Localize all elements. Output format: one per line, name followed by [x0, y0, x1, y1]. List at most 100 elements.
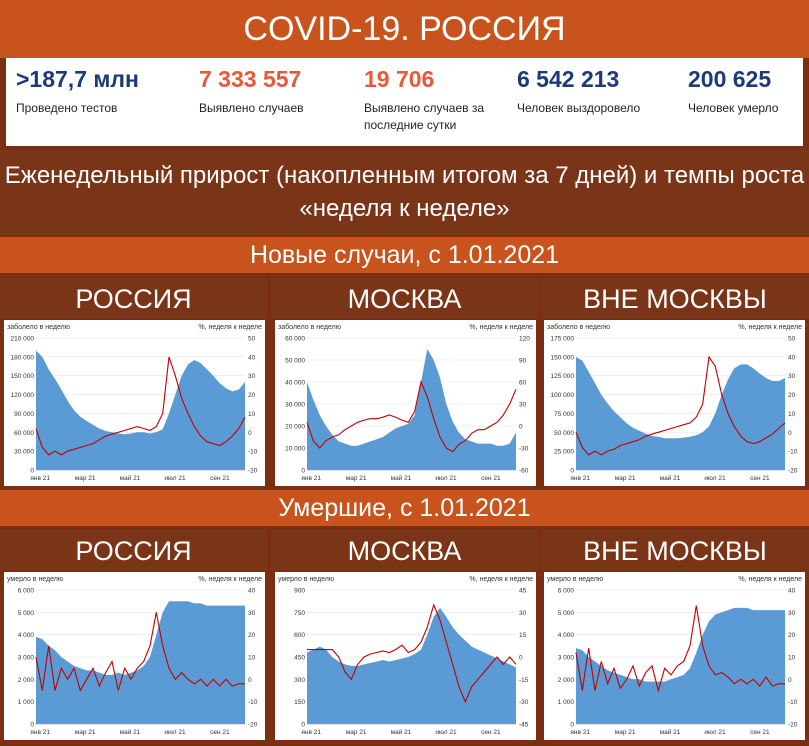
y2-tick-label: 120: [519, 336, 530, 343]
y-tick-label: 180 000: [11, 354, 35, 361]
x-tick-label: сен 21: [750, 729, 770, 736]
x-tick-label: июл 21: [435, 729, 457, 736]
y2-tick-label: 0: [788, 430, 792, 437]
y-tick-label: 6 000: [558, 588, 575, 595]
y2-tick-label: 30: [519, 402, 527, 409]
y-tick-label: 5 000: [558, 610, 575, 617]
y2-tick-label: 0: [248, 430, 252, 437]
x-tick-label: мар 21: [346, 475, 367, 482]
y2-axis-title: %, неделя к неделе: [738, 324, 802, 331]
line-series-growth: [35, 356, 246, 456]
region-title-outside-moscow: ВНЕ МОСКВЫ: [541, 278, 809, 318]
x-tick-label: янв 21: [301, 729, 321, 736]
y-tick-label: 40 000: [285, 380, 305, 387]
y-tick-label: 2 000: [558, 677, 575, 684]
x-tick-label: янв 21: [570, 475, 590, 482]
y-tick-label: 30 000: [14, 449, 34, 456]
stat-label: Выявлено случаев: [199, 101, 304, 115]
x-tick-label: мар 21: [615, 729, 636, 736]
y2-tick-label: -45: [519, 722, 529, 729]
y2-tick-label: 40: [248, 354, 256, 361]
x-tick-label: мар 21: [75, 475, 96, 482]
y2-axis-title: %, неделя к неделе: [198, 324, 262, 331]
region-title-outside-moscow-deaths: ВНЕ МОСКВЫ: [541, 530, 809, 570]
y2-tick-label: 30: [788, 610, 796, 617]
y-axis-title: заболело в неделю: [547, 323, 610, 331]
area-series-weekly: [307, 349, 516, 470]
stat-tests: >187,7 млн Проведено тестов: [16, 66, 139, 117]
x-tick-label: мар 21: [615, 475, 636, 482]
subtitle: Еженедельный прирост (накопленным итогом…: [0, 150, 809, 234]
x-tick-label: июл 21: [164, 475, 186, 482]
chart-deaths-russia: умерло в неделю %, неделя к неделе 0 1 000 2…: [4, 572, 265, 740]
stat-label: Человек умерло: [688, 101, 779, 115]
y-tick-label: 0: [30, 468, 34, 475]
y2-tick-label: -20: [788, 722, 798, 729]
x-tick-label: янв 21: [301, 475, 321, 482]
y2-tick-label: -20: [248, 722, 258, 729]
y2-tick-label: -10: [788, 449, 798, 456]
stat-value: 6 542 213: [517, 66, 620, 92]
y2-tick-label: 10: [788, 411, 796, 418]
x-tick-label: мар 21: [75, 729, 96, 736]
y-tick-label: 150 000: [11, 373, 35, 380]
y-tick-label: 0: [570, 722, 574, 729]
y-tick-label: 75 000: [554, 411, 574, 418]
section-deaths-title: Умершие, с 1.01.2021: [0, 490, 809, 526]
line-series-growth: [575, 355, 786, 456]
y2-tick-label: -10: [248, 449, 258, 456]
y-tick-label: 50 000: [554, 430, 574, 437]
y2-tick-label: 0: [519, 655, 523, 662]
x-tick-label: сен 21: [210, 729, 230, 736]
y-tick-label: 25 000: [554, 449, 574, 456]
y-axis-title: заболело в неделю: [278, 323, 341, 331]
y2-tick-label: 45: [519, 588, 527, 595]
stat-value: >187,7 млн: [16, 66, 139, 92]
x-tick-label: янв 21: [30, 475, 50, 482]
y2-tick-label: -20: [248, 468, 258, 475]
y2-tick-label: 60: [519, 380, 527, 387]
x-tick-label: сен 21: [481, 729, 501, 736]
y-tick-label: 5 000: [18, 610, 35, 617]
y-tick-label: 900: [294, 588, 305, 595]
stat-recovered: 6 542 213 Человек выздоровело: [517, 66, 640, 117]
y2-tick-label: 40: [788, 354, 796, 361]
y2-tick-label: 0: [519, 424, 523, 431]
area-series-weekly: [307, 607, 516, 724]
stat-cases-day: 19 706 Выявлено случаев за последние сут…: [364, 66, 489, 134]
y2-axis-title: %, неделя к неделе: [469, 324, 533, 331]
chart-cases-outside-moscow: заболело в неделю %, неделя к неделе 0 25 0…: [544, 320, 805, 486]
stat-value: 19 706: [364, 66, 435, 92]
y-tick-label: 6 000: [18, 588, 35, 595]
y-tick-label: 60 000: [285, 336, 305, 343]
y-axis-title: умерло в неделю: [7, 576, 63, 583]
region-title-moscow: МОСКВА: [271, 278, 538, 318]
stat-value: 200 625: [688, 66, 772, 92]
chart-cases-moscow: заболело в неделю %, неделя к неделе 0 10 0…: [275, 320, 536, 486]
y-tick-label: 750: [294, 610, 305, 617]
y-tick-label: 100 000: [551, 392, 575, 399]
x-tick-label: янв 21: [570, 729, 590, 736]
y-tick-label: 20 000: [285, 424, 305, 431]
y-tick-label: 4 000: [18, 632, 35, 639]
x-tick-label: май 21: [120, 474, 141, 482]
area-series-weekly: [36, 350, 245, 470]
y-tick-label: 0: [301, 722, 305, 729]
x-tick-label: июл 21: [435, 475, 457, 482]
region-title-moscow-deaths: МОСКВА: [271, 530, 538, 570]
region-title-russia: РОССИЯ: [0, 278, 267, 318]
y-tick-label: 0: [570, 468, 574, 475]
y2-axis-title: %, неделя к неделе: [469, 576, 533, 583]
y-axis-title: заболело в неделю: [7, 323, 70, 331]
y-tick-label: 210 000: [11, 336, 35, 343]
x-tick-label: май 21: [391, 474, 412, 482]
area-series-weekly: [36, 601, 245, 724]
y2-tick-label: 40: [788, 588, 796, 595]
x-tick-label: июл 21: [164, 729, 186, 736]
x-tick-label: мар 21: [346, 729, 367, 736]
x-tick-label: сен 21: [481, 475, 501, 482]
y2-tick-label: -30: [519, 446, 529, 453]
page-title: COVID-19. РОССИЯ: [0, 0, 809, 58]
y2-tick-label: 10: [248, 655, 256, 662]
y2-tick-label: -60: [519, 468, 529, 475]
